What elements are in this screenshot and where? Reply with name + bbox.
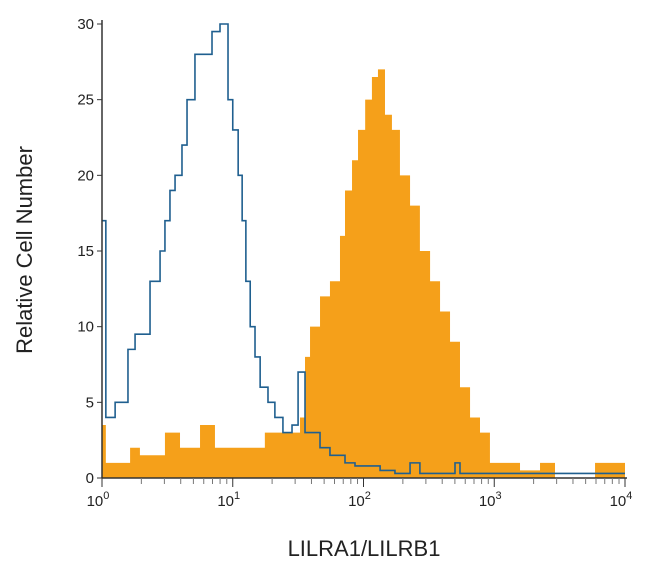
- y-tick-label: 15: [77, 243, 94, 260]
- y-tick-label: 10: [77, 319, 94, 336]
- y-tick-label: 30: [77, 16, 94, 33]
- x-axis-label: LILRA1/LILRB1: [288, 536, 441, 561]
- series-filled-histogram: [102, 69, 625, 479]
- y-tick-label: 0: [86, 470, 94, 487]
- y-tick-label: 5: [86, 394, 94, 411]
- x-tick-label: 102: [348, 490, 371, 510]
- x-tick-label: 104: [610, 490, 633, 510]
- y-tick-label: 20: [77, 167, 94, 184]
- x-tick-label: 101: [217, 490, 240, 510]
- x-tick-label: 100: [87, 490, 110, 510]
- x-tick-label: 103: [479, 490, 502, 510]
- series-outline-histogram: [102, 23, 625, 475]
- y-tick-label: 25: [77, 92, 94, 109]
- y-axis-label: Relative Cell Number: [12, 146, 37, 354]
